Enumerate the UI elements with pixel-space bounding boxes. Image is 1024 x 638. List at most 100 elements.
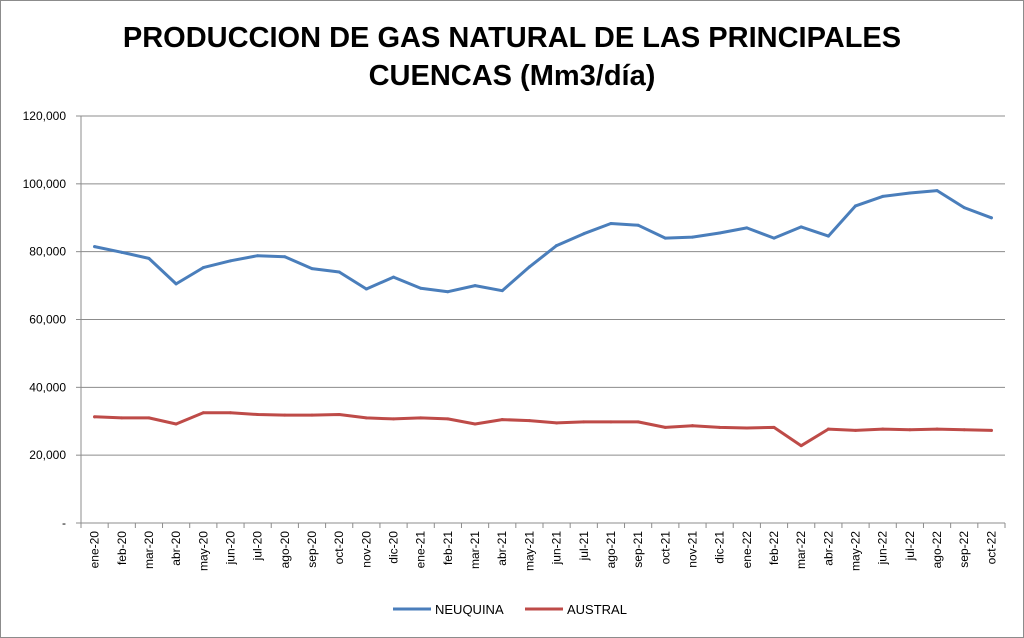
data-point [419, 416, 423, 420]
data-point [392, 275, 396, 279]
data-point [337, 412, 341, 416]
chart-title-line-1: PRODUCCION DE GAS NATURAL DE LAS PRINCIP… [122, 22, 902, 54]
x-tick-label: jul-21 [577, 531, 591, 562]
x-tick-label: mar-22 [794, 531, 808, 569]
y-tick-label: 20,000 [29, 448, 66, 462]
chart-title-line-2: CUENCAS (Mm3/día) [368, 60, 656, 92]
y-tick-label: 60,000 [29, 313, 66, 327]
data-point [854, 428, 858, 432]
x-tick-label: jun-21 [550, 531, 564, 566]
data-point [663, 236, 667, 240]
data-point [582, 232, 586, 236]
x-tick-label: ene-20 [88, 531, 102, 569]
x-tick-label: sep-22 [957, 531, 971, 568]
x-tick-label: dic-21 [713, 531, 727, 564]
data-point [799, 444, 803, 448]
x-tick-label: jul-20 [251, 531, 265, 562]
data-point [718, 425, 722, 429]
data-point [256, 254, 260, 258]
data-point [690, 235, 694, 239]
data-point [962, 206, 966, 210]
legend-label-austral: AUSTRAL [567, 602, 627, 617]
data-point [201, 411, 205, 415]
data-point [228, 411, 232, 415]
x-tick-label: ene-21 [414, 531, 428, 569]
x-tick-label: jun-20 [223, 531, 237, 566]
x-tick-label: nov-21 [685, 531, 699, 568]
data-point [392, 417, 396, 421]
data-point [473, 284, 477, 288]
y-tick-label: 100,000 [23, 177, 67, 191]
data-point [962, 428, 966, 432]
data-point [881, 194, 885, 198]
series-line-austral [93, 411, 993, 448]
data-point [527, 265, 531, 269]
data-point [283, 413, 287, 417]
y-tick-label: 120,000 [23, 109, 67, 123]
data-point [283, 255, 287, 259]
data-point [473, 422, 477, 426]
data-point [609, 420, 613, 424]
x-tick-label: ene-22 [740, 531, 754, 569]
data-point [772, 236, 776, 240]
data-point [582, 420, 586, 424]
x-tick-label: mar-21 [468, 531, 482, 569]
data-point [718, 231, 722, 235]
data-point [826, 427, 830, 431]
data-point [446, 417, 450, 421]
x-tick-label: oct-22 [984, 531, 998, 565]
data-point [745, 426, 749, 430]
data-point [935, 189, 939, 193]
data-point [935, 427, 939, 431]
x-tick-label: dic-20 [387, 531, 401, 564]
x-tick-label: ago-22 [930, 531, 944, 569]
data-point [500, 418, 504, 422]
x-tick-label: jun-22 [876, 531, 890, 566]
data-point [690, 424, 694, 428]
legend-label-neuquina: NEUQUINA [435, 602, 504, 617]
data-point [663, 425, 667, 429]
chart-title: PRODUCCION DE GAS NATURAL DE LAS PRINCIP… [1, 19, 1023, 95]
data-point [337, 270, 341, 274]
x-tick-label: ago-20 [278, 531, 292, 569]
x-tick-label: abr-20 [169, 531, 183, 566]
data-point [120, 250, 124, 254]
data-point [500, 289, 504, 293]
x-tick-label: ago-21 [604, 531, 618, 569]
data-point [419, 286, 423, 290]
x-tick-label: oct-21 [658, 531, 672, 565]
data-point [908, 428, 912, 432]
x-tick-label: sep-21 [631, 531, 645, 568]
data-point [120, 416, 124, 420]
x-tick-label: may-21 [522, 531, 536, 571]
data-point [93, 415, 97, 419]
y-tick-label: - [62, 516, 66, 530]
data-point [364, 287, 368, 291]
data-point [772, 425, 776, 429]
data-point [174, 282, 178, 286]
y-tick-label: 40,000 [29, 380, 66, 394]
data-point [228, 259, 232, 263]
data-point [174, 422, 178, 426]
data-point [555, 244, 559, 248]
data-point [636, 420, 640, 424]
data-point [989, 216, 993, 220]
data-point [609, 222, 613, 226]
data-point [256, 412, 260, 416]
data-point [93, 245, 97, 249]
x-tick-label: feb-20 [115, 531, 129, 565]
x-tick-label: nov-20 [359, 531, 373, 568]
data-point [364, 416, 368, 420]
data-point [310, 413, 314, 417]
x-tick-label: feb-21 [441, 531, 455, 565]
data-point [310, 267, 314, 271]
x-tick-label: jul-22 [903, 531, 917, 562]
data-point [989, 428, 993, 432]
data-point [147, 416, 151, 420]
data-point [854, 204, 858, 208]
data-point [908, 191, 912, 195]
x-tick-label: feb-22 [767, 531, 781, 565]
x-tick-label: abr-22 [821, 531, 835, 566]
data-point [799, 225, 803, 229]
